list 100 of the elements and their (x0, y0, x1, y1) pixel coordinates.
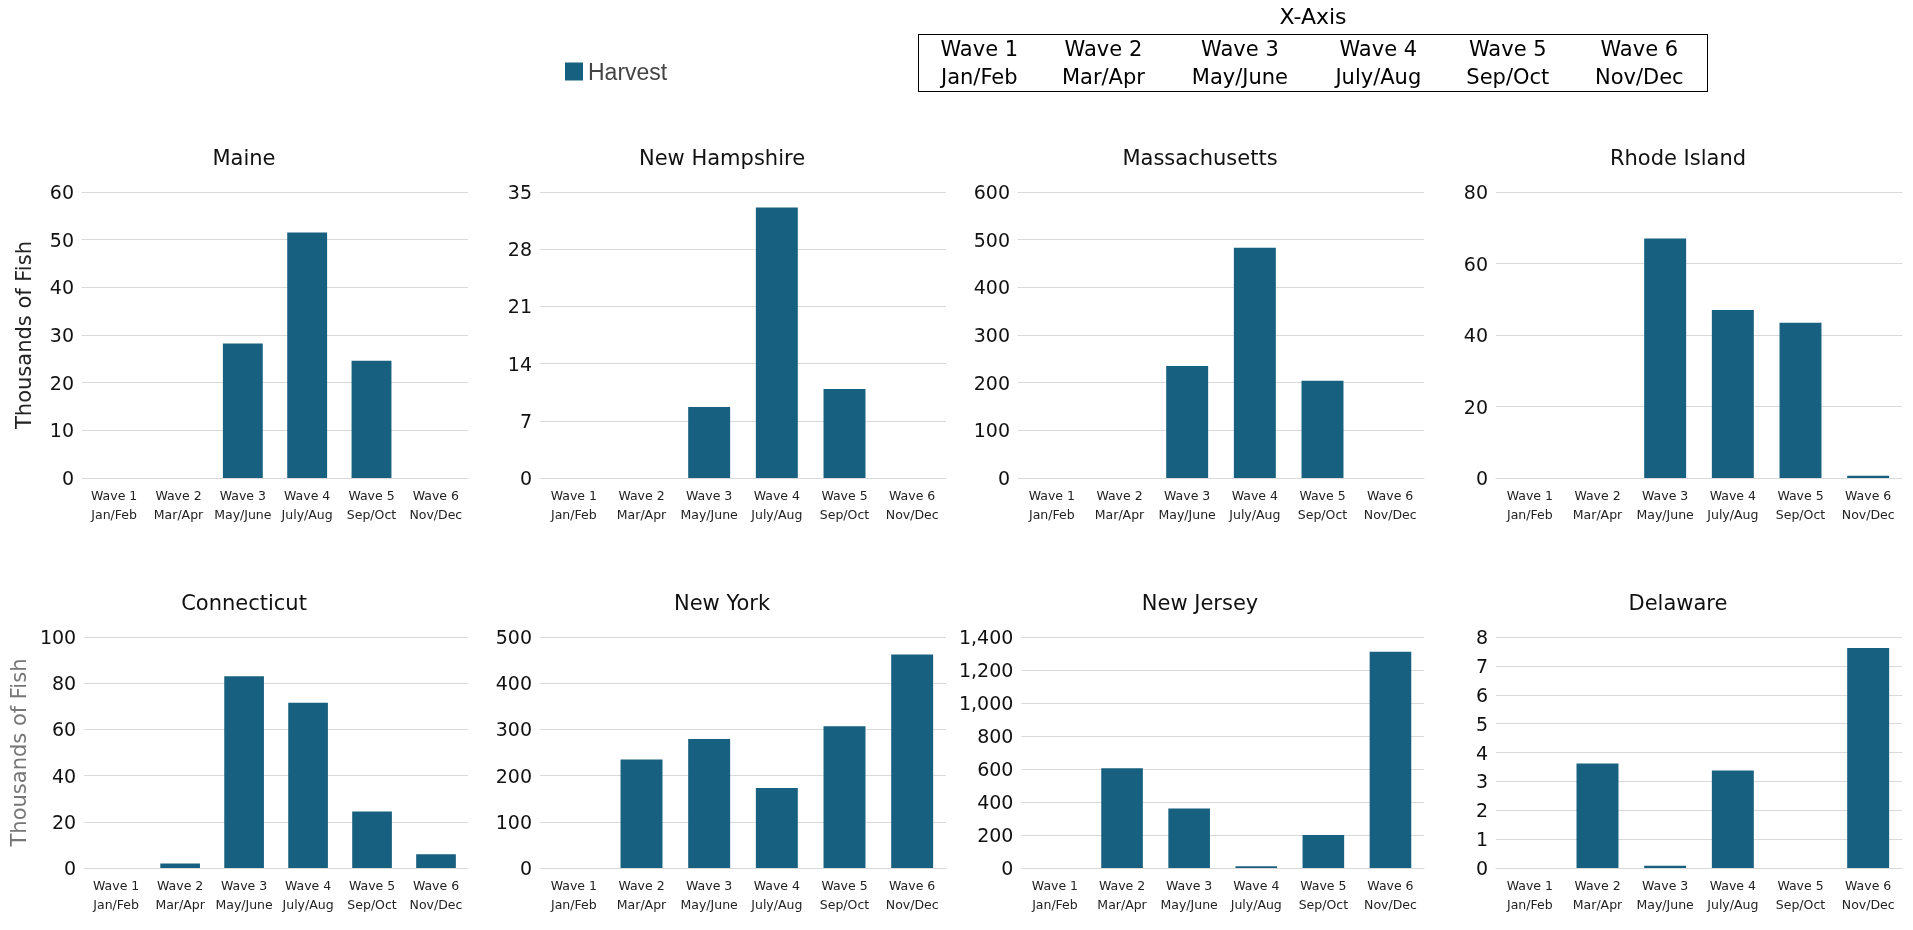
chart-title: Maine (212, 145, 276, 170)
x-tick-label: Wave 4 July/Aug (1229, 878, 1282, 912)
y-tick-label: 60 (49, 181, 74, 203)
bar (620, 759, 663, 868)
chart-title: Massachusetts (1122, 145, 1278, 170)
text: Wave 3 (1200, 36, 1280, 63)
y-tick-label: 80 (1463, 181, 1488, 203)
text: Wave 2 (1063, 36, 1144, 63)
y-tick-label: 200 (495, 764, 532, 787)
x-tick-label: Wave 4 July/Aug (750, 488, 803, 522)
y-tick-label: 600 (977, 758, 1014, 780)
text: Wave 4 (1338, 36, 1419, 63)
y-tick-label: 7 (1475, 654, 1488, 677)
x-tick-label: Wave 4 July/Aug (750, 878, 803, 912)
bar (416, 854, 456, 868)
y-tick-label: 300 (495, 718, 532, 741)
bar (160, 863, 200, 868)
x-tick-label: Wave 1 Jan/Feb (1028, 488, 1075, 522)
x-tick-label: Wave 3 May/June (1636, 878, 1695, 912)
y-tick-label: 40 (51, 764, 77, 787)
bar (688, 406, 731, 478)
x-tick-label: Wave 3 May/June (214, 488, 272, 522)
bar (1711, 770, 1754, 868)
text: Sep/Oct (1465, 64, 1551, 91)
x-tick-label: Wave 6 Nov/Dec (885, 488, 939, 522)
x-tick-label: Wave 1 Jan/Feb (550, 878, 597, 912)
bar (823, 726, 866, 868)
y-tick-label: 0 (519, 857, 532, 879)
y-tick-label: 8 (1475, 626, 1488, 648)
chart-title: Rhode Island (1609, 145, 1747, 170)
bar (1301, 380, 1344, 478)
bar (1369, 651, 1412, 868)
bar (1166, 365, 1209, 478)
y-tick-label: 40 (49, 276, 74, 299)
x-tick-label: Wave 6 Nov/Dec (1841, 488, 1895, 522)
x-tick-label: Wave 5 Sep/Oct (819, 488, 870, 522)
x-tick-label: Wave 6 Nov/Dec (409, 488, 463, 522)
bar (688, 739, 731, 868)
y-tick-label: 600 (973, 181, 1010, 203)
bar (1101, 768, 1143, 868)
x-tick-label: Wave 4 July/Aug (1706, 878, 1759, 912)
y-tick-label: 35 (507, 181, 532, 203)
x-tick-label: Wave 5 Sep/Oct (346, 488, 397, 522)
y-tick-label: 2 (1475, 799, 1488, 822)
legend-label: Harvest (588, 58, 668, 85)
chart-title: New Jersey (1141, 590, 1259, 615)
x-tick-label: Wave 2 Mar/Apr (1572, 488, 1624, 522)
x-tick-label: Wave 1 Jan/Feb (550, 488, 597, 522)
x-tick-label: Wave 4 July/Aug (1228, 488, 1281, 522)
bar (1168, 808, 1210, 868)
y-tick-label: 100 (973, 419, 1010, 442)
bar (288, 702, 328, 868)
y-tick-label: 5 (1475, 712, 1488, 735)
bar (222, 343, 263, 478)
text: X-Axis (1278, 3, 1348, 31)
x-tick-label: Wave 1 Jan/Feb (90, 488, 138, 522)
x-tick-label: Wave 5 Sep/Oct (1775, 878, 1826, 912)
y-tick-label: 14 (507, 352, 532, 375)
x-tick-label: Wave 1 Jan/Feb (92, 878, 140, 912)
x-tick-label: Wave 1 Jan/Feb (1506, 488, 1553, 522)
x-tick-label: Wave 6 Nov/Dec (409, 878, 463, 912)
x-tick-label: Wave 4 July/Aug (281, 878, 334, 912)
bar (755, 788, 798, 868)
bar (1711, 309, 1754, 478)
text: Wave 1 (939, 36, 1020, 63)
y-tick-label: 200 (973, 371, 1010, 394)
bar (1576, 763, 1619, 868)
chart-title: Connecticut (181, 590, 307, 615)
x-tick-label: Wave 1 Jan/Feb (1031, 878, 1079, 912)
y-tick-label: 0 (1001, 857, 1014, 879)
bar (1644, 238, 1687, 478)
y-tick-label: 500 (973, 228, 1010, 251)
x-tick-label: Wave 3 May/June (680, 488, 739, 522)
text: Mar/Apr (1060, 64, 1146, 91)
bar (1779, 322, 1822, 478)
text: Wave 6 (1599, 36, 1680, 63)
text: Jan/Feb (939, 64, 1019, 91)
y-tick-label: 28 (507, 238, 532, 261)
y-tick-label: 400 (977, 791, 1014, 813)
x-tick-label: Wave 5 Sep/Oct (1298, 878, 1349, 912)
chart-title: New Hampshire (638, 145, 806, 170)
x-tick-label: Wave 5 Sep/Oct (819, 878, 870, 912)
x-tick-label: Wave 5 Sep/Oct (347, 878, 397, 912)
bar (351, 360, 392, 478)
y-tick-label: 20 (51, 810, 77, 833)
x-tick-label: Wave 3 May/June (1160, 878, 1219, 912)
x-tick-label: Wave 5 Sep/Oct (1775, 488, 1826, 522)
x-tick-label: Wave 3 May/June (680, 878, 739, 912)
bar (224, 676, 264, 868)
bar (891, 654, 934, 868)
y-axis-title: Thousands of Fish (11, 241, 36, 430)
y-tick-label: 50 (49, 228, 74, 251)
x-tick-label: Wave 4 July/Aug (280, 488, 333, 522)
x-tick-label: Wave 2 Mar/Apr (1094, 488, 1146, 522)
y-tick-label: 0 (997, 467, 1010, 489)
y-tick-label: 30 (49, 324, 74, 346)
bar (1847, 647, 1890, 868)
x-tick-label: Wave 2 Mar/Apr (616, 878, 668, 912)
bar (352, 811, 392, 868)
y-tick-label: 0 (1475, 857, 1488, 879)
